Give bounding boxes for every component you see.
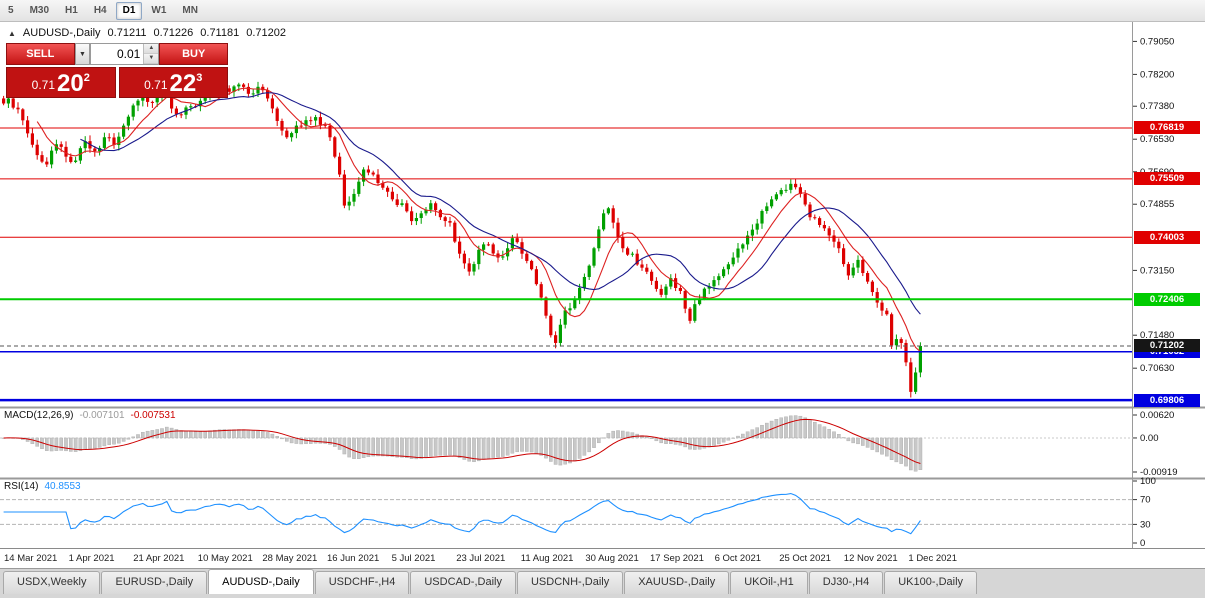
- sell-button[interactable]: SELL: [6, 43, 75, 65]
- rsi-axis-tick: 70: [1140, 495, 1151, 506]
- time-axis-label: 17 Sep 2021: [650, 553, 704, 564]
- chart-tab-usdcad-daily[interactable]: USDCAD-,Daily: [410, 571, 516, 594]
- price-axis-tick: 0.77380: [1140, 101, 1174, 112]
- macd-signal-value: -0.007531: [130, 410, 176, 421]
- price-axis-tick: 0.78200: [1140, 69, 1174, 80]
- price-axis-tick: 0.73150: [1140, 265, 1174, 276]
- time-axis-label: 12 Nov 2021: [843, 553, 898, 564]
- macd-axis-tick: 0.00: [1140, 433, 1159, 444]
- ma-slow-line: [80, 92, 921, 315]
- quote-low: 0.71181: [200, 27, 240, 39]
- sell-price-main: 20: [57, 70, 84, 97]
- price-axis-tick: 0.71480: [1140, 330, 1174, 341]
- price-chart-canvas[interactable]: 0.79050 0.78200 0.77380 0.76530 0.75690 0.748…: [0, 22, 1205, 548]
- chart-tab-uk100-daily[interactable]: UK100-,Daily: [884, 571, 978, 594]
- quote-high: 0.71226: [153, 27, 194, 39]
- bottom-strip: [0, 594, 1205, 598]
- sell-price-sup: 2: [83, 72, 90, 84]
- time-axis-label: 1 Dec 2021: [908, 553, 957, 564]
- buy-price-prefix: 0.71: [144, 78, 168, 92]
- macd-axis-tick: 0.00620: [1140, 410, 1174, 421]
- rsi-pane-label: RSI(14) 40.8553: [4, 481, 81, 492]
- timeframe-button-h4[interactable]: H4: [93, 4, 107, 16]
- buy-price-display[interactable]: 0.71 22 3: [118, 67, 228, 98]
- quote-close: 0.71202: [246, 27, 286, 39]
- macd-pane-label: MACD(12,26,9) -0.007101 -0.007531: [4, 410, 176, 421]
- time-axis-label: 1 Apr 2021: [68, 553, 115, 564]
- price-axis-tick: 0.75690: [1140, 167, 1174, 178]
- rsi-value: 40.8553: [44, 481, 81, 492]
- timeframe-toolbar: 5 M30 H1 H4 D1 W1 MN: [0, 0, 1205, 22]
- time-axis-label: 28 May 2021: [262, 553, 318, 564]
- time-axis-label: 21 Apr 2021: [133, 553, 185, 564]
- price-axis-tick: 0.70630: [1140, 363, 1174, 374]
- lot-spinner: ▲ ▼: [143, 44, 159, 64]
- timeframe-button-h1[interactable]: H1: [65, 4, 78, 16]
- time-axis[interactable]: 14 Mar 2021 1 Apr 2021 21 Apr 2021 10 May 2…: [0, 548, 1205, 568]
- timeframe-button-w1[interactable]: W1: [151, 4, 167, 16]
- chart-tab-xauusd-daily[interactable]: XAUUSD-,Daily: [624, 571, 730, 594]
- lot-size-input[interactable]: [91, 44, 144, 64]
- lot-spinner-down-icon[interactable]: ▼: [144, 54, 159, 64]
- timeframe-button-mn[interactable]: MN: [182, 4, 198, 16]
- time-axis-label: 23 Jul 2021: [456, 553, 506, 564]
- timeframe-button-m30[interactable]: M30: [29, 4, 50, 16]
- macd-main-value: -0.007101: [79, 410, 125, 421]
- price-axis-tick: 0.79050: [1140, 36, 1174, 47]
- chart-tab-usdcnh-daily[interactable]: USDCNH-,Daily: [516, 571, 624, 594]
- time-axis-label: 30 Aug 2021: [585, 553, 639, 564]
- symbol-period-label: AUDUSD-,Daily: [22, 27, 101, 39]
- rsi-name: RSI(14): [4, 481, 39, 492]
- time-axis-label: 6 Oct 2021: [714, 553, 762, 564]
- chart-tab-eurusd-daily[interactable]: EURUSD-,Daily: [101, 571, 208, 594]
- price-axis-tick: 0.74855: [1140, 199, 1174, 210]
- one-click-trading-panel: SELL ▼ ▲ ▼ BUY 0.71 20 2 0.7: [6, 43, 228, 98]
- price-axis-tick: 0.76530: [1140, 134, 1174, 145]
- lot-dropdown-button[interactable]: ▼: [74, 43, 91, 65]
- rsi-line: [3, 492, 921, 535]
- time-axis-label: 25 Oct 2021: [779, 553, 831, 564]
- rsi-axis-tick: 30: [1140, 519, 1151, 530]
- time-axis-label: 10 May 2021: [197, 553, 253, 564]
- timeframe-button-5[interactable]: 5: [8, 4, 14, 16]
- chart-tabs-bar: USDX,Weekly EURUSD-,Daily AUDUSD-,Daily USD…: [0, 568, 1205, 594]
- time-axis-label: 11 Aug 2021: [520, 553, 574, 564]
- time-axis-label: 14 Mar 2021: [4, 553, 58, 564]
- buy-price-main: 22: [169, 70, 197, 97]
- rsi-axis-tick: 100: [1140, 476, 1156, 487]
- buy-price-sup: 3: [196, 72, 203, 84]
- rsi-axis-tick: 0: [1140, 538, 1145, 548]
- chart-area[interactable]: 0.79050 0.78200 0.77380 0.76530 0.75690 0.748…: [0, 22, 1205, 568]
- time-axis-label: 5 Jul 2021: [391, 553, 436, 564]
- sell-price-display[interactable]: 0.71 20 2: [6, 67, 116, 98]
- chart-tab-audusd-daily[interactable]: AUDUSD-,Daily: [208, 569, 314, 594]
- chart-tab-dj30-h4[interactable]: DJ30-,H4: [808, 571, 884, 594]
- ma-fast-line: [36, 87, 921, 353]
- quote-open: 0.71211: [107, 27, 147, 39]
- sell-price-prefix: 0.71: [31, 78, 56, 92]
- macd-axis-tick: -0.00919: [1140, 467, 1178, 478]
- macd-name: MACD(12,26,9): [4, 410, 74, 421]
- chart-tab-ukoil-h1[interactable]: UKOil-,H1: [730, 571, 808, 594]
- chart-tab-usdx-weekly[interactable]: USDX,Weekly: [3, 571, 101, 594]
- quote-header: ▲ AUDUSD-,Daily 0.71211 0.71226 0.71181 …: [8, 27, 286, 39]
- panel-collapse-icon[interactable]: ▲: [8, 28, 16, 38]
- chart-tab-usdchf-h4[interactable]: USDCHF-,H4: [314, 571, 410, 594]
- time-axis-label: 16 Jun 2021: [327, 553, 380, 564]
- buy-button[interactable]: BUY: [159, 43, 228, 65]
- lot-size-field: ▲ ▼: [90, 43, 160, 65]
- timeframe-button-d1[interactable]: D1: [115, 1, 143, 20]
- macd-signal-line: [3, 418, 921, 464]
- lot-spinner-up-icon[interactable]: ▲: [144, 44, 159, 54]
